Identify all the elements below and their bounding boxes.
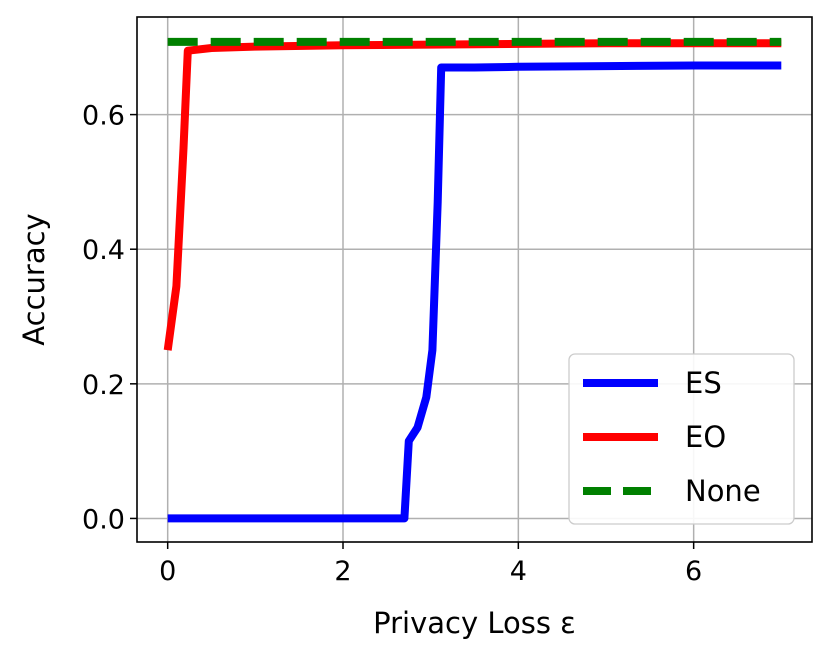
legend-box [568,353,795,525]
x-tick-label: 2 [334,556,351,587]
x-axis-title: Privacy Loss ε [373,606,576,640]
y-tick-label: 0.0 [82,504,125,535]
y-axis-title: Accuracy [17,213,51,345]
x-tick-label: 4 [510,556,527,587]
legend: ES EO None [568,353,795,525]
series-line-es [167,61,782,523]
ticks: 0 2 4 6 0.0 0.2 0.4 0.6 [82,101,702,587]
y-tick-label: 0.4 [82,235,125,266]
x-tick-label: 0 [159,556,176,587]
plot-frame [136,16,813,543]
y-tick-label: 0.6 [82,101,125,132]
series-layer [163,37,782,523]
legend-label-es: ES [685,366,722,400]
legend-label-eo: EO [685,420,726,454]
y-tick-label: 0.2 [82,370,125,401]
x-tick-label: 6 [685,556,702,587]
legend-label-none: None [685,474,761,508]
